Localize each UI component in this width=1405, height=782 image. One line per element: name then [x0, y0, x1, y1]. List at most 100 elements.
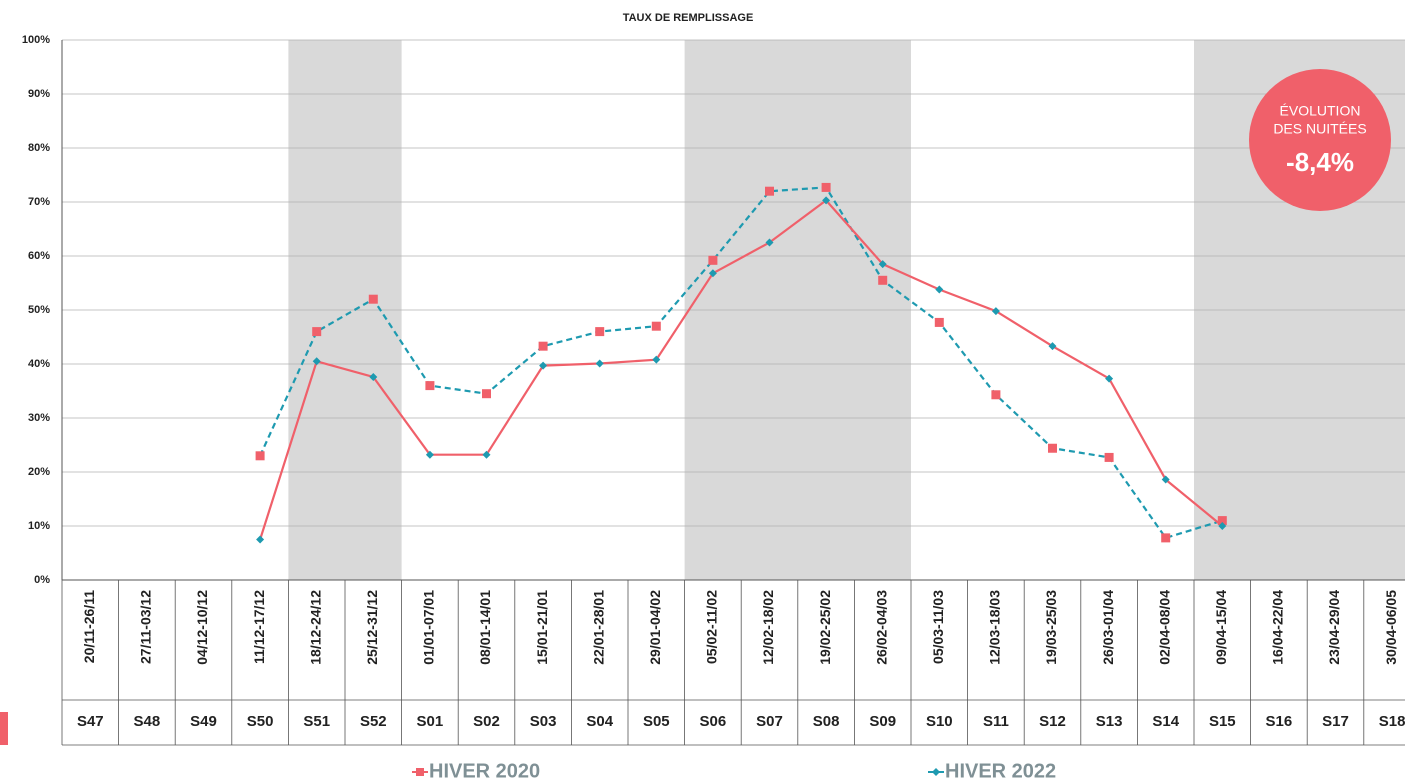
marker [369, 372, 378, 381]
marker [1048, 342, 1057, 351]
x-tick-label: S13 [1096, 713, 1123, 730]
annotation-value: -8,4% [1286, 147, 1354, 177]
marker [538, 341, 548, 351]
marker [822, 196, 831, 205]
date-label: 09/04-15/04 [1213, 590, 1229, 665]
x-tick-label: S49 [190, 713, 217, 730]
marker [482, 450, 491, 459]
marker [595, 327, 605, 337]
x-tick-label: S52 [360, 713, 387, 730]
x-tick-label: S14 [1152, 713, 1179, 730]
date-label: 08/01-14/01 [477, 590, 493, 665]
date-label: 05/02-11/02 [704, 590, 720, 664]
y-tick-label: 100% [22, 34, 50, 46]
marker [934, 317, 944, 327]
annotation-circle [1249, 69, 1391, 211]
date-label: 22/01-28/01 [590, 590, 606, 665]
legend-marker [416, 768, 424, 776]
series-line [259, 198, 1223, 540]
x-tick-label: S08 [813, 713, 840, 730]
decoration [0, 712, 8, 745]
x-tick-label: S02 [473, 713, 500, 730]
marker [991, 390, 1001, 400]
x-tick-label: S01 [417, 713, 444, 730]
y-tick-label: 60% [28, 250, 50, 262]
marker [1104, 452, 1114, 462]
marker [708, 255, 718, 265]
x-tick-label: S03 [530, 713, 557, 730]
marker [652, 355, 661, 364]
marker [312, 327, 322, 337]
date-label: 05/03-11/03 [930, 590, 946, 664]
marker [708, 269, 717, 278]
x-tick-label: S50 [247, 713, 274, 730]
marker [935, 285, 944, 294]
y-tick-label: 50% [28, 304, 50, 316]
x-tick-label: S10 [926, 713, 953, 730]
marker [1161, 475, 1170, 484]
date-label: 26/02-04/03 [873, 590, 889, 665]
series-line [259, 186, 1223, 540]
x-tick-label: S17 [1322, 713, 1349, 730]
marker [255, 451, 265, 461]
date-label: 20/11-26/11 [81, 590, 97, 663]
y-tick-label: 10% [28, 520, 50, 532]
y-tick-label: 30% [28, 412, 50, 424]
date-label: 30/04-06/05 [1383, 590, 1399, 665]
x-tick-label: S09 [869, 713, 896, 730]
marker [1105, 374, 1114, 383]
x-tick-label: S47 [77, 713, 104, 730]
y-tick-label: 90% [28, 88, 50, 100]
date-label: 12/02-18/02 [760, 590, 776, 665]
marker [765, 238, 774, 247]
annotation-text: DES NUITÉES [1273, 121, 1366, 137]
date-label: 01/01-07/01 [421, 590, 437, 665]
marker [1217, 516, 1227, 526]
marker [1218, 522, 1227, 530]
x-tick-label: S51 [303, 713, 330, 730]
x-tick-label: S12 [1039, 713, 1066, 730]
x-tick-label: S16 [1266, 713, 1293, 730]
marker [425, 450, 434, 459]
date-label: 18/12-24/12 [307, 590, 323, 665]
marker [821, 182, 831, 192]
date-label: 25/12-31/12 [364, 590, 380, 665]
date-label: 15/01-21/01 [534, 590, 550, 665]
marker [256, 535, 265, 544]
marker [539, 361, 548, 370]
legend-label: HIVER 2020 [429, 760, 540, 782]
annotation-text: ÉVOLUTION [1280, 103, 1361, 119]
marker [991, 307, 1000, 316]
marker [595, 359, 604, 368]
date-label: 11/12-17/12 [251, 590, 267, 664]
y-tick-label: 0% [34, 574, 50, 586]
x-tick-label: S18 [1379, 713, 1405, 730]
marker [878, 260, 887, 269]
x-tick-label: S48 [134, 713, 161, 730]
date-label: 04/12-10/12 [194, 590, 210, 665]
y-tick-label: 40% [28, 358, 50, 370]
date-label: 23/04-29/04 [1326, 590, 1342, 665]
date-label: 12/03-18/03 [987, 590, 1003, 665]
date-label: 16/04-22/04 [1270, 590, 1286, 665]
marker [1048, 443, 1057, 453]
x-tick-label: S11 [983, 713, 1009, 730]
date-label: 19/02-25/02 [817, 590, 833, 665]
x-tick-label: S04 [586, 713, 613, 730]
x-tick-label: S15 [1209, 713, 1236, 730]
x-tick-label: S05 [643, 713, 670, 730]
date-label: 02/04-08/04 [1156, 590, 1172, 665]
date-label: 19/03-25/03 [1043, 590, 1059, 665]
marker [425, 381, 435, 391]
marker [651, 321, 661, 331]
legend-label: HIVER 2022 [945, 760, 1056, 782]
y-tick-label: 20% [28, 466, 50, 478]
date-label: 26/03-01/04 [1100, 590, 1116, 665]
y-tick-label: 80% [28, 142, 50, 154]
legend-marker [932, 768, 940, 776]
marker [312, 357, 321, 366]
chart-title: TAUX DE REMPLISSAGE [623, 12, 754, 24]
date-label: 27/11-03/12 [138, 590, 154, 664]
marker [1161, 533, 1171, 543]
